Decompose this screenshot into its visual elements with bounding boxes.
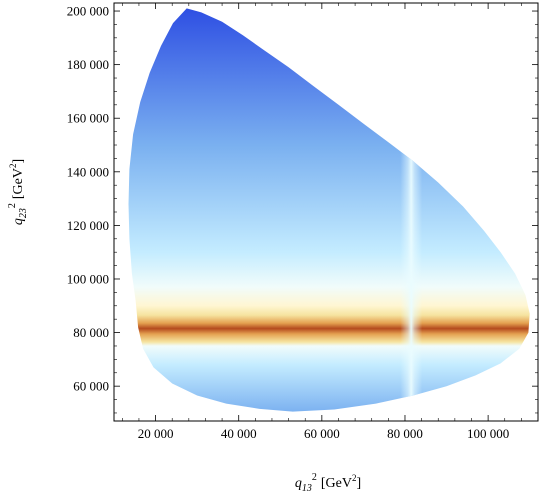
y-axis-unit-end: ]	[11, 159, 26, 164]
x-axis-unit-sup: 2	[352, 473, 357, 483]
x-tick-label: 100 000	[467, 426, 509, 441]
y-tick-label: 140 000	[67, 164, 109, 179]
x-axis-sup: 2	[312, 472, 317, 483]
x-tick-label: 20 000	[138, 426, 174, 441]
y-axis-ticks: 60 000 80 000 100 000 120 000 140 000 160 000…	[67, 4, 538, 414]
y-axis-unit-sup: 2	[8, 164, 18, 169]
x-axis-title: q132 [GeV2]	[295, 472, 361, 494]
x-tick-label: 60 000	[304, 426, 340, 441]
vertical-resonance-band	[400, 8, 423, 412]
y-tick-label: 120 000	[67, 218, 109, 233]
y-tick-label: 60 000	[73, 379, 109, 394]
x-axis-ticks: 20 000 40 000 60 000 80 000 100 000	[122, 3, 522, 441]
y-tick-label: 180 000	[67, 57, 109, 72]
x-tick-label: 80 000	[387, 426, 423, 441]
x-axis-var: q	[295, 476, 302, 491]
kinematic-region	[128, 8, 530, 412]
x-tick-label: 40 000	[221, 426, 257, 441]
y-tick-label: 80 000	[73, 325, 109, 340]
density-fill	[128, 8, 530, 412]
y-tick-label: 100 000	[67, 271, 109, 286]
y-axis-sub: 23	[18, 208, 29, 218]
x-axis-unit: [GeV	[321, 476, 352, 491]
x-axis-sub: 13	[302, 483, 312, 494]
y-tick-label: 200 000	[67, 4, 109, 19]
y-axis-title: q232[GeV2]	[7, 159, 29, 225]
y-axis-var: q	[11, 218, 26, 225]
y-axis-unit: [GeV	[11, 168, 26, 199]
x-axis-unit-end: ]	[356, 476, 361, 491]
y-tick-label: 160 000	[67, 111, 109, 126]
y-axis-sup: 2	[7, 203, 18, 208]
